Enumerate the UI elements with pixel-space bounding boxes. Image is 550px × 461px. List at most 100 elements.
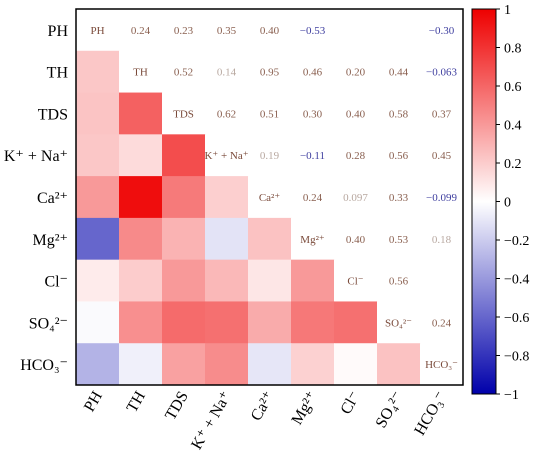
colorbar-tick-label-0: 1: [504, 3, 511, 18]
heatmap-cell-8-0: [76, 343, 120, 386]
value-label-2-7: 0.58: [389, 108, 409, 120]
value-label-2-8: 0.37: [432, 108, 452, 120]
upper-cell-2-4: [248, 92, 292, 135]
upper-cell-1-8: [420, 50, 464, 94]
heatmap-cell-6-0: [76, 259, 120, 302]
upper-cell-1-4: [248, 50, 292, 94]
value-label-0-5: −0.53: [300, 25, 326, 37]
heatmap-cell-8-5: [291, 343, 335, 386]
upper-cell-2-6: [334, 92, 378, 135]
value-label-1-6: 0.20: [346, 67, 366, 79]
upper-cell-3-7: [377, 134, 421, 177]
heatmap-cell-8-4: [248, 343, 292, 386]
heatmap-cell-5-3: [205, 217, 249, 261]
upper-cell-3-6: [334, 134, 378, 177]
heatmap-cell-8-1: [119, 343, 163, 386]
heatmap-cell-6-5: [291, 259, 335, 302]
y-tick-label-7: SO₄²⁻: [29, 315, 68, 332]
heatmap-cell-7-4: [248, 301, 292, 344]
y-tick-label-3: K⁺ + Na⁺: [4, 148, 68, 165]
heatmap-cell-5-2: [162, 217, 206, 261]
upper-cell-3-4: [248, 134, 292, 177]
heatmap-cells: [76, 9, 464, 386]
value-label-5-6: 0.40: [346, 234, 366, 246]
colorbar-tick-label-9: −0.8: [504, 350, 529, 365]
colorbar-tick-label-10: −1: [504, 388, 519, 403]
value-label-0-2: 0.23: [174, 25, 194, 37]
value-label-2-3: 0.62: [217, 108, 236, 120]
colorbar-tick-label-1: 0.8: [504, 42, 522, 57]
upper-cell-4-7: [377, 176, 421, 219]
colorbar-tick-label-5: 0: [504, 196, 511, 211]
upper-cell-0-1: [119, 9, 163, 52]
heatmap-cell-7-5: [291, 301, 335, 344]
heatmap-cell-7-3: [205, 301, 249, 344]
heatmap-cell-6-3: [205, 259, 249, 302]
heatmap-cell-5-1: [119, 217, 163, 261]
value-label-1-5: 0.46: [303, 67, 323, 79]
heatmap-cell-6-2: [162, 259, 206, 302]
heatmap-cell-2-0: [76, 92, 120, 135]
heatmap-cell-3-2: [162, 134, 206, 177]
value-label-7-8: 0.24: [432, 317, 452, 329]
value-label-3-4: 0.19: [260, 150, 280, 162]
upper-cell-4-8: [420, 176, 464, 219]
heatmap-cell-2-1: [119, 92, 163, 135]
upper-cell-2-5: [291, 92, 335, 135]
upper-cell-0-7: [377, 9, 421, 52]
colorbar-gradient: [471, 8, 497, 395]
colorbar-tick-label-2: 0.6: [504, 80, 522, 95]
value-label-0-4: 0.40: [260, 25, 280, 37]
value-label-5-8: 0.18: [432, 234, 452, 246]
upper-cell-5-8: [420, 217, 464, 261]
upper-cell-3-5: [291, 134, 335, 177]
value-label-5-7: 0.53: [389, 234, 409, 246]
diagonal-label-th: TH: [133, 67, 148, 79]
heatmap-cell-3-1: [119, 134, 163, 177]
upper-cell-0-2: [162, 9, 206, 52]
heatmap-cell-7-0: [76, 301, 120, 344]
x-tick-label-7: SO₄²⁻: [373, 389, 407, 432]
y-axis-labels: PH TH TDS K⁺ + Na⁺ Ca²⁺ Mg²⁺ Cl⁻ SO₄²⁻ HCO₃⁻: [4, 23, 69, 374]
heatmap-cell-7-2: [162, 301, 206, 344]
heatmap-cell-7-6: [334, 301, 378, 344]
heatmap-cell-3-0: [76, 134, 120, 177]
diagonal-label-so: SO₄²⁻: [385, 317, 412, 329]
heatmap-cell-4-1: [119, 176, 163, 219]
x-tick-label-0: PH: [81, 388, 106, 415]
x-tick-label-4: Ca²⁺: [248, 389, 278, 424]
value-label-1-8: −0.063: [426, 67, 457, 79]
upper-cell-0-4: [248, 9, 292, 52]
upper-cell-1-2: [162, 50, 206, 94]
value-label-4-6: 0.097: [343, 192, 368, 204]
heatmap-cell-5-4: [248, 217, 292, 261]
x-tick-label-5: Mg²⁺: [289, 389, 321, 428]
value-label-3-8: 0.45: [432, 150, 452, 162]
diagonal-label-k-na: K⁺ + Na⁺: [204, 150, 248, 162]
diagonal-label-mg: Mg²⁺: [300, 234, 325, 246]
value-label-1-3: 0.14: [217, 67, 237, 79]
y-tick-label-4: Ca²⁺: [37, 190, 68, 207]
diagonal-cell-3-3: [205, 134, 249, 177]
colorbar-tick-label-3: 0.4: [504, 119, 522, 134]
diagonal-cell-7-7: [377, 301, 421, 344]
diagonal-label-ph: PH: [90, 25, 104, 37]
upper-cell-1-3: [205, 50, 249, 94]
value-label-0-8: −0.30: [429, 25, 455, 37]
value-label-3-5: −0.11: [300, 150, 325, 162]
heatmap-cell-8-6: [334, 343, 378, 386]
value-label-2-6: 0.40: [346, 108, 366, 120]
value-label-2-5: 0.30: [303, 108, 323, 120]
upper-cell-1-5: [291, 50, 335, 94]
colorbar-tick-label-4: 0.2: [504, 157, 522, 172]
upper-cell-4-5: [291, 176, 335, 219]
value-label-2-4: 0.51: [260, 108, 279, 120]
heatmap-cell-6-4: [248, 259, 292, 302]
upper-cell-5-7: [377, 217, 421, 261]
heatmap-cell-1-0: [76, 50, 120, 94]
x-tick-label-8: HCO₃⁻: [411, 389, 450, 439]
heatmap-cell-7-1: [119, 301, 163, 344]
colorbar-tick-label-7: −0.4: [504, 273, 529, 288]
upper-triangle-labels: PH 0.24 0.23 0.35 0.40 −0.53 −0.30 TH 0.52 0.14 0.…: [90, 25, 458, 371]
upper-cell-5-6: [334, 217, 378, 261]
